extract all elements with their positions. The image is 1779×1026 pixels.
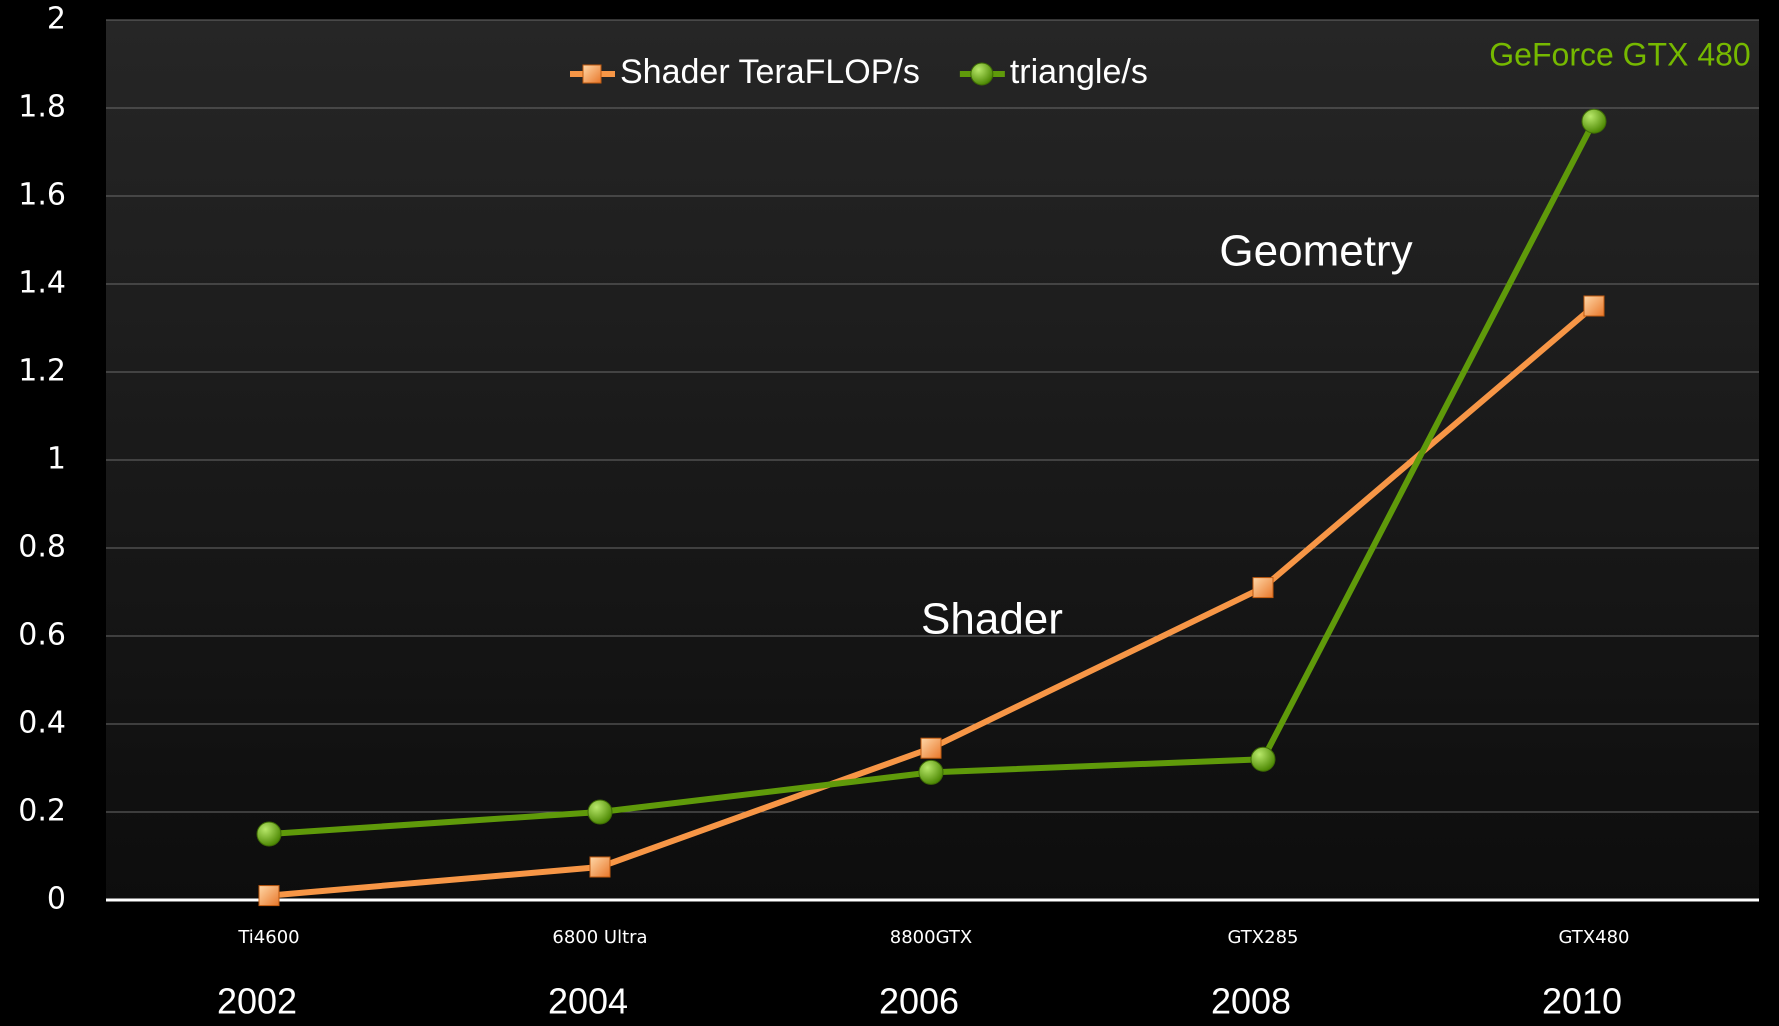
y-tick-label: 2 bbox=[47, 2, 66, 37]
x-tick-label: Ti4600 bbox=[237, 927, 299, 948]
y-tick-label: 0.8 bbox=[18, 530, 66, 565]
x-tick-label: GTX285 bbox=[1228, 927, 1299, 948]
y-tick-label: 1.6 bbox=[18, 178, 66, 213]
y-tick-label: 0 bbox=[47, 882, 66, 917]
x-tick-label: GTX480 bbox=[1559, 927, 1630, 948]
marker bbox=[918, 759, 944, 785]
marker bbox=[258, 885, 280, 907]
marker bbox=[256, 821, 282, 847]
y-tick-label: 1.4 bbox=[18, 266, 66, 301]
marker bbox=[920, 737, 942, 759]
marker bbox=[582, 64, 602, 84]
annotation: Geometry bbox=[1219, 227, 1412, 276]
annotation: Shader bbox=[921, 595, 1063, 644]
marker bbox=[587, 799, 613, 825]
marker bbox=[589, 856, 611, 878]
annotation: GeForce GTX 480 bbox=[1489, 36, 1750, 72]
x-tick-label: 6800 Ultra bbox=[552, 927, 647, 948]
marker bbox=[970, 62, 994, 86]
x-tick-label: 8800GTX bbox=[890, 927, 972, 948]
y-tick-label: 0.4 bbox=[18, 706, 66, 741]
marker bbox=[1583, 295, 1605, 317]
legend-label: Shader TeraFLOP/s bbox=[620, 53, 920, 91]
year-label: 2010 bbox=[1542, 981, 1622, 1022]
year-label: 2004 bbox=[548, 981, 628, 1022]
year-label: 2008 bbox=[1211, 981, 1291, 1022]
marker bbox=[1581, 108, 1607, 134]
legend-label: triangle/s bbox=[1010, 53, 1148, 91]
y-tick-label: 1.2 bbox=[18, 354, 66, 389]
year-label: 2002 bbox=[217, 981, 297, 1022]
marker bbox=[1252, 577, 1274, 599]
marker bbox=[1250, 746, 1276, 772]
y-tick-label: 1 bbox=[47, 442, 66, 477]
year-label: 2006 bbox=[879, 981, 959, 1022]
y-tick-label: 0.6 bbox=[18, 618, 66, 653]
y-tick-label: 1.8 bbox=[18, 90, 66, 125]
y-tick-label: 0.2 bbox=[18, 794, 66, 829]
